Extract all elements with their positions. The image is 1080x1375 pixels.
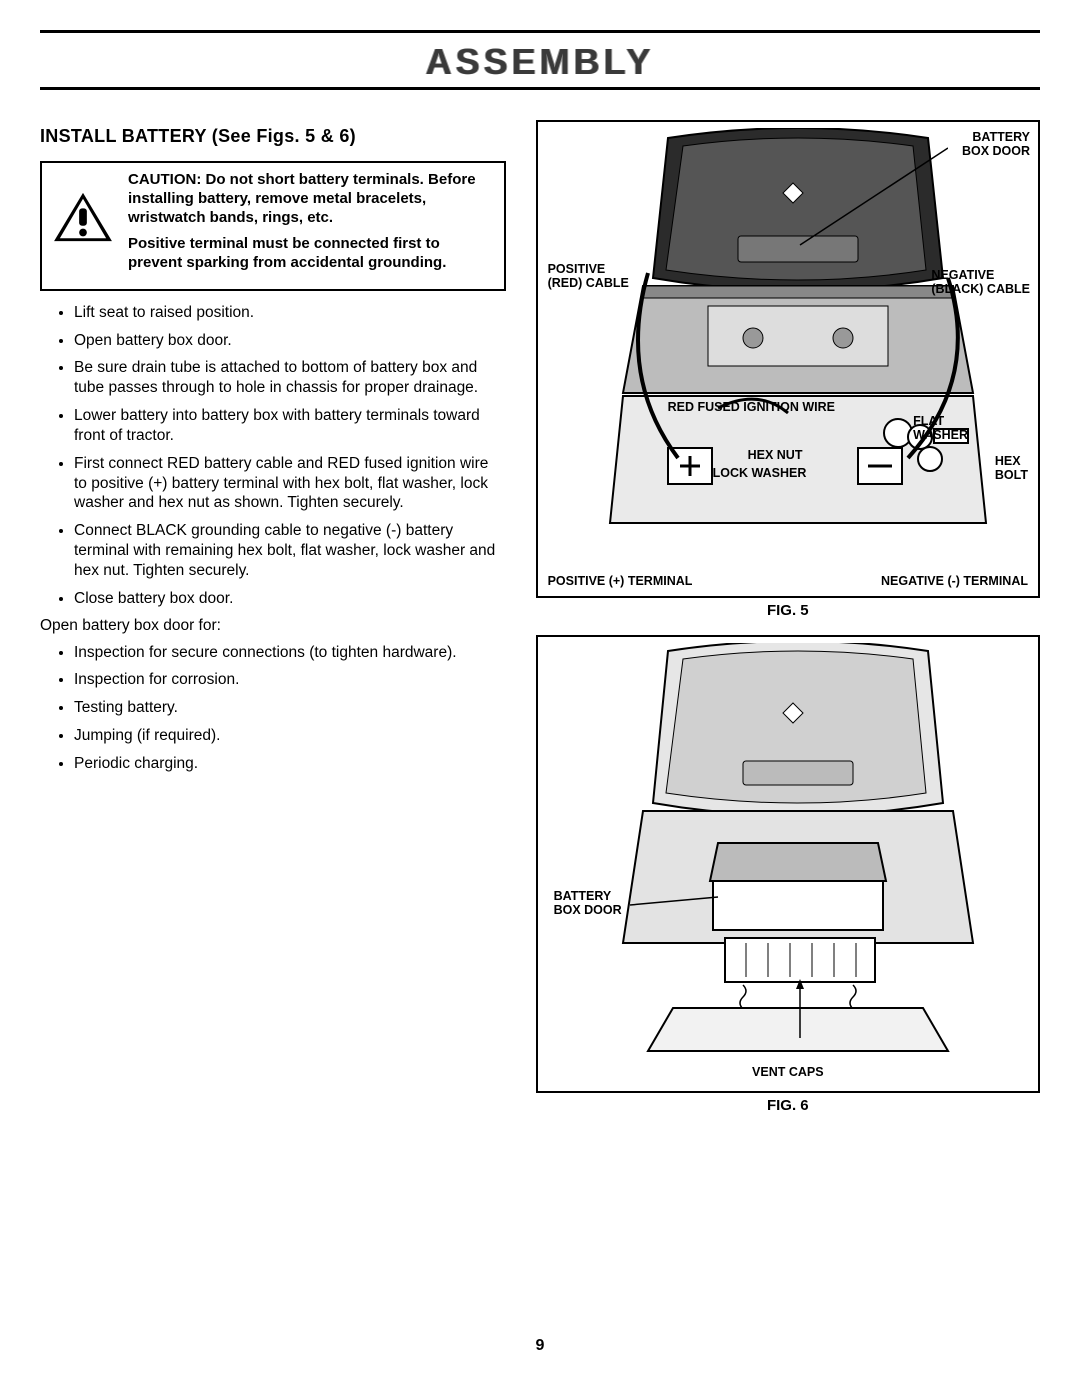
caution-box: CAUTION: Do not short battery terminals.… [40, 161, 506, 291]
section-heading: INSTALL BATTERY (See Figs. 5 & 6) [40, 126, 506, 147]
label-hex-nut: HEX NUT [748, 448, 803, 462]
content-columns: INSTALL BATTERY (See Figs. 5 & 6) CAUTIO… [40, 120, 1040, 1130]
label-negative-black-cable: NEGATIVE (BLACK) CABLE [931, 268, 1030, 297]
list-item: Lift seat to raised position. [74, 303, 506, 323]
sub-steps-list: Inspection for secure connections (to ti… [40, 643, 506, 774]
fig5-caption: FIG. 5 [536, 602, 1040, 619]
page-title: ASSEMBLY [426, 41, 655, 83]
leader-line [630, 895, 720, 915]
caution-p1: CAUTION: Do not short battery terminals.… [128, 171, 494, 227]
label-negative-terminal: NEGATIVE (-) TERMINAL [881, 574, 1028, 588]
list-item: Close battery box door. [74, 589, 506, 609]
list-item: Testing battery. [74, 698, 506, 718]
title-band: ASSEMBLY [40, 41, 1040, 83]
label-red-fused-ignition-wire: RED FUSED IGNITION WIRE [668, 400, 835, 414]
label-flat-washer: FLAT WASHER [913, 414, 968, 443]
warning-triangle-icon [52, 171, 114, 245]
right-column: BATTERY BOX DOOR POSITIVE (RED) CABLE NE… [536, 120, 1040, 1130]
list-item: Inspection for corrosion. [74, 670, 506, 690]
list-item: Lower battery into battery box with batt… [74, 406, 506, 446]
label-lock-washer: LOCK WASHER [713, 466, 807, 480]
label-positive-red-cable: POSITIVE (RED) CABLE [548, 262, 629, 291]
label-positive-terminal: POSITIVE (+) TERMINAL [548, 574, 693, 588]
list-item: First connect RED battery cable and RED … [74, 454, 506, 513]
title-rule [40, 87, 1040, 90]
leader-line [798, 140, 948, 250]
figure-5-box: BATTERY BOX DOOR POSITIVE (RED) CABLE NE… [536, 120, 1040, 598]
label-vent-caps: VENT CAPS [538, 1065, 1038, 1079]
steps-list: Lift seat to raised position. Open batte… [40, 303, 506, 609]
list-item: Open battery box door. [74, 331, 506, 351]
list-item: Be sure drain tube is attached to bottom… [74, 358, 506, 398]
label-battery-box-door-fig6: BATTERY BOX DOOR [554, 889, 622, 918]
fig6-illustration [618, 643, 978, 1083]
list-item: Periodic charging. [74, 754, 506, 774]
caution-p2: Positive terminal must be connected firs… [128, 235, 494, 273]
caution-text: CAUTION: Do not short battery terminals.… [128, 171, 494, 281]
list-item: Jumping (if required). [74, 726, 506, 746]
page-number: 9 [536, 1337, 545, 1355]
sub-lead: Open battery box door for: [40, 617, 506, 635]
left-column: INSTALL BATTERY (See Figs. 5 & 6) CAUTIO… [40, 120, 506, 1130]
label-battery-box-door: BATTERY BOX DOOR [962, 130, 1030, 159]
figure-6-box: BATTERY BOX DOOR VENT CAPS [536, 635, 1040, 1093]
top-rule [40, 30, 1040, 33]
list-item: Connect BLACK grounding cable to negativ… [74, 521, 506, 580]
label-hex-bolt: HEX BOLT [995, 454, 1028, 483]
fig6-caption: FIG. 6 [536, 1097, 1040, 1114]
list-item: Inspection for secure connections (to ti… [74, 643, 506, 663]
